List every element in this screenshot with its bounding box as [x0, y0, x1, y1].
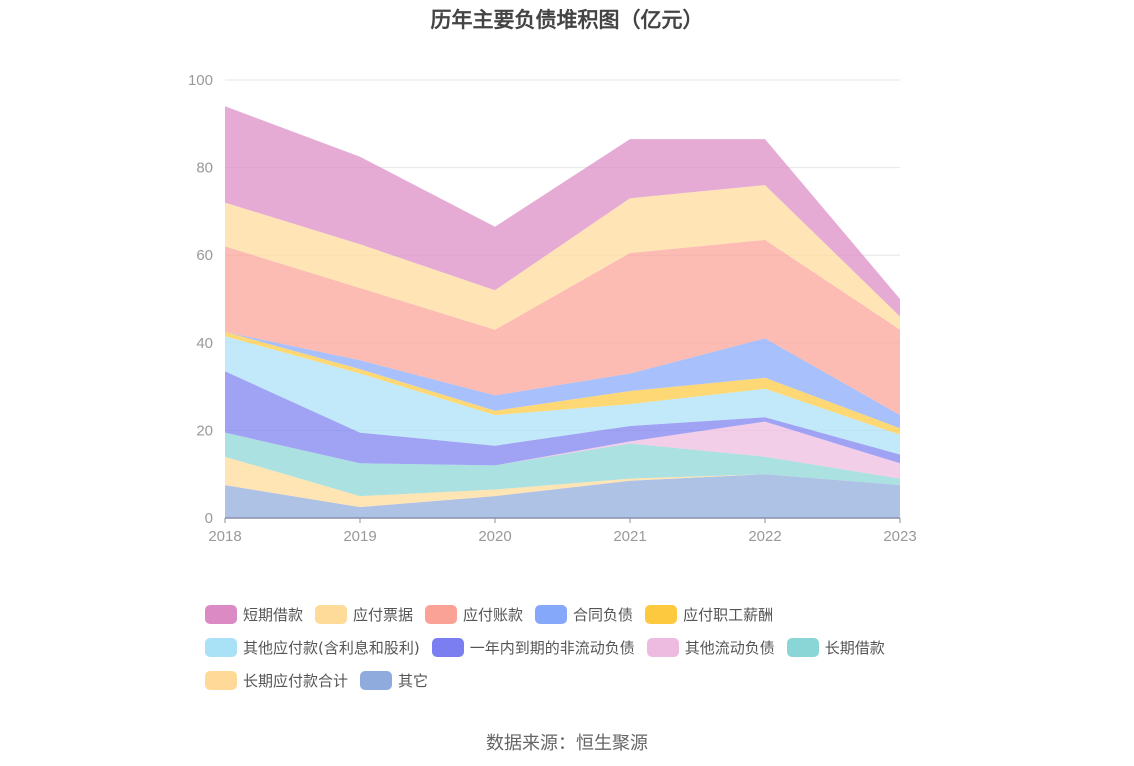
legend-label: 应付职工薪酬: [683, 606, 774, 624]
x-tick-label: 2020: [478, 528, 511, 545]
legend-swatch: [646, 638, 679, 657]
legend-label: 其它: [398, 672, 429, 690]
area-series-3: [225, 421, 900, 479]
legend-item[interactable]: 一年内到期的非流动负债: [431, 637, 635, 658]
legend-item[interactable]: 其他流动负债: [646, 637, 775, 658]
legend-item[interactable]: 其它: [360, 670, 428, 691]
legend-swatch: [205, 605, 237, 624]
area-series-1: [225, 456, 900, 508]
legend-item[interactable]: 合同负债: [535, 604, 633, 625]
legend-item[interactable]: 应付账款: [425, 604, 523, 625]
legend-swatch: [205, 638, 237, 657]
legend-item[interactable]: 长期借款: [786, 637, 885, 658]
legend-item[interactable]: 应付职工薪酬: [645, 604, 773, 625]
area-series-10: [225, 106, 900, 317]
legend-item[interactable]: 长期应付款合计: [205, 670, 348, 691]
area-series-9: [225, 185, 900, 330]
legend-item[interactable]: 应付票据: [315, 604, 413, 625]
data-source-note: 数据来源：恒生聚源: [486, 733, 648, 754]
area-series-7: [225, 331, 900, 429]
y-tick-label: 100: [188, 72, 213, 89]
area-series-2: [225, 432, 900, 497]
legend-swatch: [315, 605, 348, 624]
y-tick-label: 40: [196, 335, 213, 352]
y-tick-label: 60: [196, 247, 213, 264]
legend-label: 其他流动负债: [684, 639, 775, 657]
legend-label: 合同负债: [573, 606, 634, 624]
area-series-8: [225, 239, 900, 416]
area-series-5: [225, 336, 900, 455]
y-tick-label: 0: [205, 510, 213, 527]
legend-label: 短期借款: [243, 606, 304, 624]
legend-row: 短期借款 应付票据 应付账款 合同负债 应付职工薪酬: [205, 598, 965, 631]
y-tick-label: 80: [196, 160, 213, 177]
legend-label: 应付票据: [353, 606, 414, 624]
legend-item[interactable]: 其他应付款(含利息和股利): [205, 637, 420, 658]
x-tick-label: 2019: [343, 528, 376, 545]
legend-swatch: [431, 638, 464, 657]
legend-label: 长期借款: [824, 639, 885, 657]
x-tick-label: 2021: [613, 528, 646, 545]
area-series-4: [225, 371, 900, 466]
legend-swatch: [535, 605, 568, 624]
legend-label: 应付账款: [463, 606, 524, 624]
legend-swatch: [786, 638, 819, 657]
legend-item[interactable]: 短期借款: [205, 604, 303, 625]
chart-title: 历年主要负债堆积图（亿元）: [430, 8, 704, 32]
legend-row: 其他应付款(含利息和股利) 一年内到期的非流动负债 其他流动负债 长期借款: [205, 631, 965, 664]
legend-swatch: [645, 605, 678, 624]
x-tick-label: 2022: [748, 528, 781, 545]
y-tick-label: 20: [196, 422, 213, 439]
legend-label: 其他应付款(含利息和股利): [243, 639, 420, 657]
area-series: [225, 106, 900, 518]
chart-legend: 短期借款 应付票据 应付账款 合同负债 应付职工薪酬其他应付款(含利息和股利) 一年内到期…: [205, 598, 965, 697]
legend-row: 长期应付款合计 其它: [205, 664, 965, 697]
axes: 0 20 40 60 80 100 2018 2019 2020 2021 2022 2023: [188, 72, 917, 545]
area-series-6: [225, 331, 900, 435]
legend-swatch: [425, 605, 458, 624]
area-series-0: [225, 474, 900, 518]
legend-label: 一年内到期的非流动负债: [469, 639, 635, 657]
x-tick-label: 2018: [208, 528, 241, 545]
legend-label: 长期应付款合计: [243, 672, 349, 690]
legend-swatch: [360, 671, 393, 690]
x-tick-label: 2023: [883, 528, 916, 545]
legend-swatch: [205, 671, 237, 690]
